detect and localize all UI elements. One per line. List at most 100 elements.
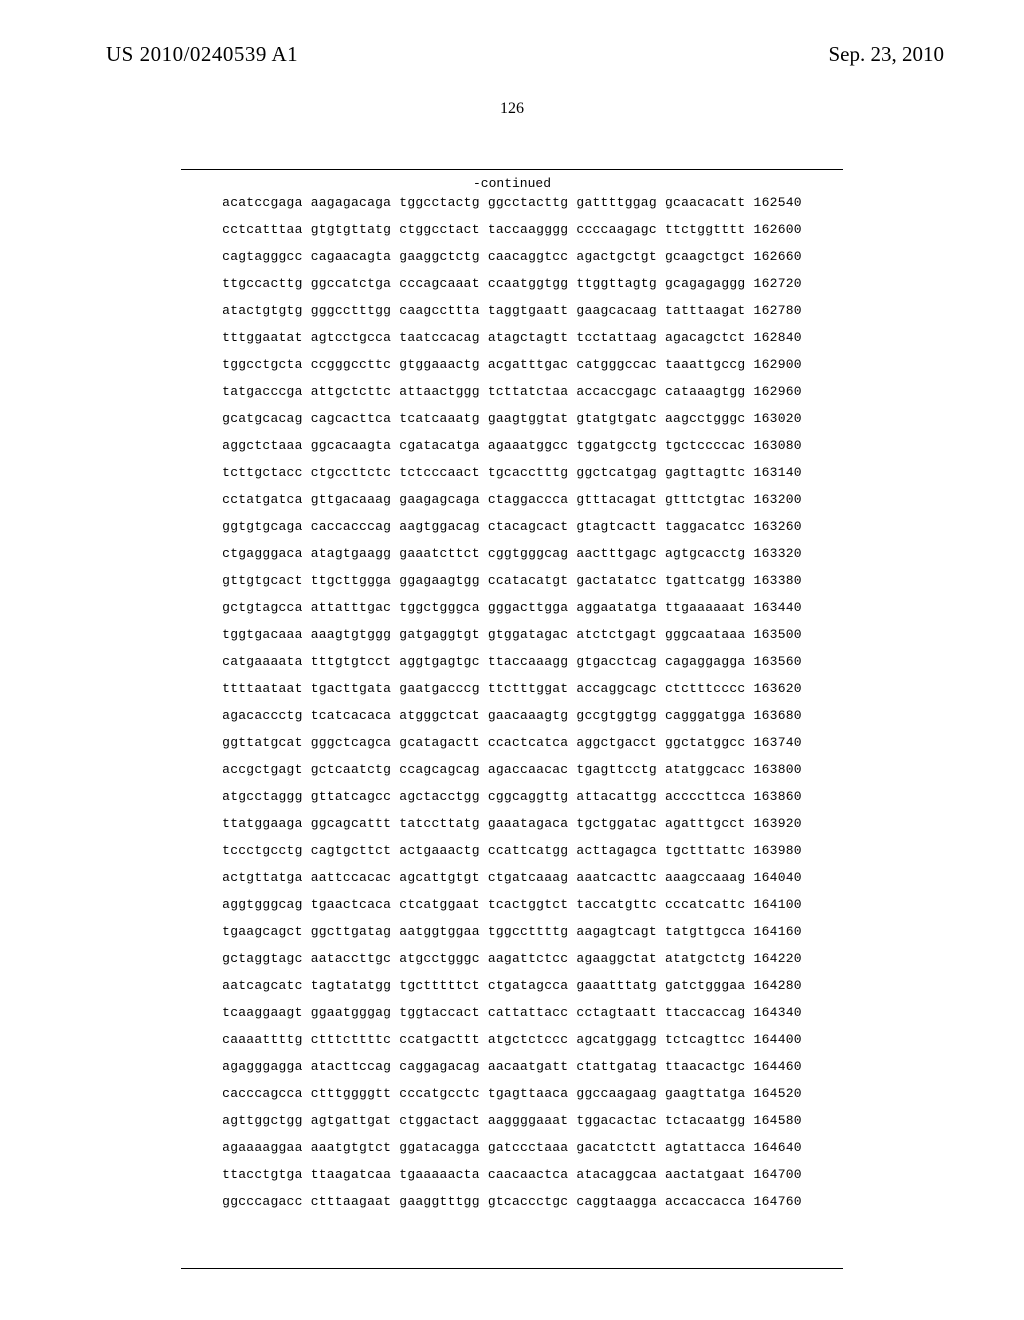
sequence-position: 164460: [745, 1060, 801, 1073]
sequence-position: 163920: [745, 817, 801, 830]
sequence-line: cctcatttaa gtgtgttatg ctggcctact taccaag…: [0, 223, 1024, 236]
sequence-groups: gttgtgcact ttgcttggga ggagaagtgg ccataca…: [222, 573, 745, 588]
bottom-rule: [181, 1268, 843, 1269]
sequence-line: tttggaatat agtcctgcca taatccacag atagcta…: [0, 331, 1024, 344]
sequence-position: 163560: [745, 655, 801, 668]
sequence-groups: agaaaaggaa aaatgtgtct ggatacagga gatccct…: [222, 1140, 745, 1155]
sequence-groups: ctgagggaca atagtgaagg gaaatcttct cggtggg…: [222, 546, 745, 561]
sequence-line: agagggagga atacttccag caggagacag aacaatg…: [0, 1060, 1024, 1073]
sequence-position: 164520: [745, 1087, 801, 1100]
sequence-groups: tgaagcagct ggcttgatag aatggtggaa tggcctt…: [222, 924, 745, 939]
page-number: 126: [0, 100, 1024, 118]
sequence-position: 163140: [745, 466, 801, 479]
sequence-position: 163980: [745, 844, 801, 857]
sequence-position: 163080: [745, 439, 801, 452]
sequence-line: tccctgcctg cagtgcttct actgaaactg ccattca…: [0, 844, 1024, 857]
sequence-line: gcatgcacag cagcacttca tcatcaaatg gaagtgg…: [0, 412, 1024, 425]
sequence-line: aggtgggcag tgaactcaca ctcatggaat tcactgg…: [0, 898, 1024, 911]
patent-page: US 2010/0240539 A1 Sep. 23, 2010 126 -co…: [0, 0, 1024, 1320]
sequence-line: gctaggtagc aataccttgc atgcctgggc aagattc…: [0, 952, 1024, 965]
sequence-groups: tggcctgcta ccgggccttc gtggaaactg acgattt…: [222, 357, 745, 372]
sequence-groups: ggcccagacc ctttaagaat gaaggtttgg gtcaccc…: [222, 1194, 745, 1209]
sequence-line: ttacctgtga ttaagatcaa tgaaaaacta caacaac…: [0, 1168, 1024, 1181]
sequence-position: 163380: [745, 574, 801, 587]
sequence-position: 164580: [745, 1114, 801, 1127]
sequence-line: aggctctaaa ggcacaagta cgatacatga agaaatg…: [0, 439, 1024, 452]
sequence-position: 163320: [745, 547, 801, 560]
sequence-line: atactgtgtg gggcctttgg caagccttta taggtga…: [0, 304, 1024, 317]
sequence-position: 163800: [745, 763, 801, 776]
sequence-groups: cacccagcca ctttggggtt cccatgcctc tgagtta…: [222, 1086, 745, 1101]
sequence-groups: tttggaatat agtcctgcca taatccacag atagcta…: [222, 330, 745, 345]
sequence-groups: acatccgaga aagagacaga tggcctactg ggcctac…: [222, 195, 745, 210]
sequence-line: tcttgctacc ctgccttctc tctcccaact tgcacct…: [0, 466, 1024, 479]
sequence-line: gctgtagcca attatttgac tggctgggca gggactt…: [0, 601, 1024, 614]
publication-number: US 2010/0240539 A1: [106, 42, 298, 67]
sequence-position: 163260: [745, 520, 801, 533]
sequence-groups: ggtgtgcaga caccacccag aagtggacag ctacagc…: [222, 519, 745, 534]
sequence-position: 164640: [745, 1141, 801, 1154]
sequence-groups: tccctgcctg cagtgcttct actgaaactg ccattca…: [222, 843, 745, 858]
sequence-groups: actgttatga aattccacac agcattgtgt ctgatca…: [222, 870, 745, 885]
sequence-position: 163440: [745, 601, 801, 614]
sequence-groups: cagtagggcc cagaacagta gaaggctctg caacagg…: [222, 249, 745, 264]
sequence-line: agaaaaggaa aaatgtgtct ggatacagga gatccct…: [0, 1141, 1024, 1154]
sequence-groups: tcttgctacc ctgccttctc tctcccaact tgcacct…: [222, 465, 745, 480]
sequence-line: ggtgtgcaga caccacccag aagtggacag ctacagc…: [0, 520, 1024, 533]
sequence-position: 164340: [745, 1006, 801, 1019]
sequence-position: 162600: [745, 223, 801, 236]
sequence-line: catgaaaata tttgtgtcct aggtgagtgc ttaccaa…: [0, 655, 1024, 668]
continued-label: -continued: [0, 176, 1024, 191]
sequence-groups: accgctgagt gctcaatctg ccagcagcag agaccaa…: [222, 762, 745, 777]
sequence-line: caaaattttg ctttcttttc ccatgacttt atgctct…: [0, 1033, 1024, 1046]
sequence-line: tggtgacaaa aaagtgtggg gatgaggtgt gtggata…: [0, 628, 1024, 641]
sequence-position: 164160: [745, 925, 801, 938]
sequence-position: 163620: [745, 682, 801, 695]
sequence-line: ttatggaaga ggcagcattt tatccttatg gaaatag…: [0, 817, 1024, 830]
sequence-line: cctatgatca gttgacaaag gaagagcaga ctaggac…: [0, 493, 1024, 506]
sequence-position: 163680: [745, 709, 801, 722]
sequence-groups: tcaaggaagt ggaatgggag tggtaccact cattatt…: [222, 1005, 745, 1020]
sequence-position: 163200: [745, 493, 801, 506]
sequence-groups: tggtgacaaa aaagtgtggg gatgaggtgt gtggata…: [222, 627, 745, 642]
sequence-position: 163500: [745, 628, 801, 641]
sequence-position: 164760: [745, 1195, 801, 1208]
sequence-line: ttgccacttg ggccatctga cccagcaaat ccaatgg…: [0, 277, 1024, 290]
sequence-groups: aggtgggcag tgaactcaca ctcatggaat tcactgg…: [222, 897, 745, 912]
sequence-groups: gctgtagcca attatttgac tggctgggca gggactt…: [222, 600, 745, 615]
sequence-position: 164040: [745, 871, 801, 884]
sequence-groups: cctcatttaa gtgtgttatg ctggcctact taccaag…: [222, 222, 745, 237]
sequence-groups: ggttatgcat gggctcagca gcatagactt ccactca…: [222, 735, 745, 750]
sequence-groups: agttggctgg agtgattgat ctggactact aagggga…: [222, 1113, 745, 1128]
sequence-position: 164220: [745, 952, 801, 965]
sequence-line: acatccgaga aagagacaga tggcctactg ggcctac…: [0, 196, 1024, 209]
sequence-groups: ttacctgtga ttaagatcaa tgaaaaacta caacaac…: [222, 1167, 745, 1182]
sequence-line: tgaagcagct ggcttgatag aatggtggaa tggcctt…: [0, 925, 1024, 938]
sequence-position: 162540: [745, 196, 801, 209]
sequence-groups: atactgtgtg gggcctttgg caagccttta taggtga…: [222, 303, 745, 318]
sequence-line: actgttatga aattccacac agcattgtgt ctgatca…: [0, 871, 1024, 884]
sequence-position: 164700: [745, 1168, 801, 1181]
sequence-groups: ttttaataat tgacttgata gaatgacccg ttctttg…: [222, 681, 745, 696]
sequence-line: cacccagcca ctttggggtt cccatgcctc tgagtta…: [0, 1087, 1024, 1100]
sequence-line: cagtagggcc cagaacagta gaaggctctg caacagg…: [0, 250, 1024, 263]
sequence-groups: aatcagcatc tagtatatgg tgctttttct ctgatag…: [222, 978, 745, 993]
sequence-position: 164280: [745, 979, 801, 992]
sequence-line: ttttaataat tgacttgata gaatgacccg ttctttg…: [0, 682, 1024, 695]
sequence-groups: catgaaaata tttgtgtcct aggtgagtgc ttaccaa…: [222, 654, 745, 669]
sequence-position: 162960: [745, 385, 801, 398]
sequence-line: tcaaggaagt ggaatgggag tggtaccact cattatt…: [0, 1006, 1024, 1019]
sequence-line: agttggctgg agtgattgat ctggactact aagggga…: [0, 1114, 1024, 1127]
sequence-position: 162660: [745, 250, 801, 263]
sequence-line: atgcctaggg gttatcagcc agctacctgg cggcagg…: [0, 790, 1024, 803]
sequence-line: gttgtgcact ttgcttggga ggagaagtgg ccataca…: [0, 574, 1024, 587]
sequence-position: 163860: [745, 790, 801, 803]
sequence-groups: caaaattttg ctttcttttc ccatgacttt atgctct…: [222, 1032, 745, 1047]
sequence-position: 164100: [745, 898, 801, 911]
publication-date: Sep. 23, 2010: [829, 42, 945, 67]
sequence-line: ggcccagacc ctttaagaat gaaggtttgg gtcaccc…: [0, 1195, 1024, 1208]
sequence-position: 162720: [745, 277, 801, 290]
sequence-groups: gctaggtagc aataccttgc atgcctgggc aagattc…: [222, 951, 745, 966]
sequence-position: 162900: [745, 358, 801, 371]
sequence-line: ctgagggaca atagtgaagg gaaatcttct cggtggg…: [0, 547, 1024, 560]
